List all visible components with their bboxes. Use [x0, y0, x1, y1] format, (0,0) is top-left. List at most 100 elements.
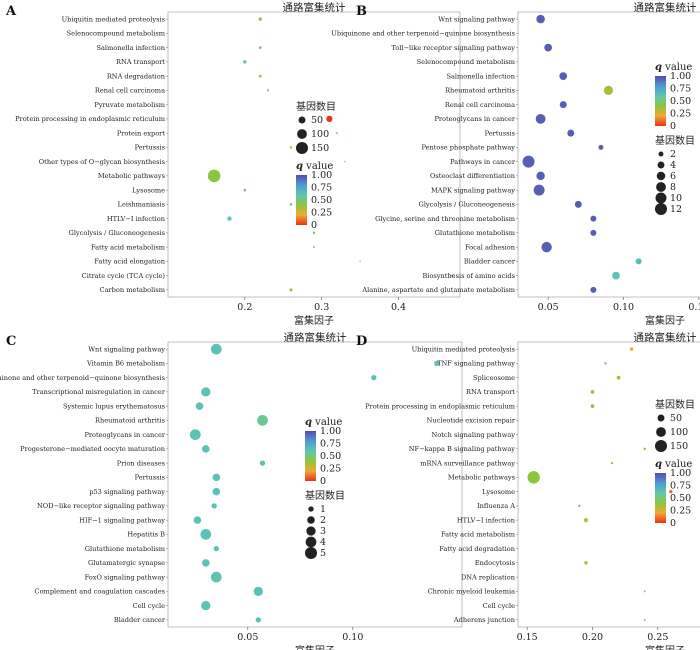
data-point — [574, 200, 582, 208]
color-legend-label: 0.50 — [670, 96, 691, 107]
data-point — [243, 188, 247, 192]
category-label: p53 signaling pathway — [89, 488, 165, 496]
panel-d: D 通路富集统计 Ubiquitin mediated proteolysis TNF… — [356, 331, 700, 650]
size-legend-label: 6 — [670, 171, 676, 182]
data-point — [253, 586, 263, 597]
category-label: Notch signaling pathway — [432, 431, 516, 439]
category-label: Protein processing in endoplasmic reticu… — [15, 115, 166, 123]
size-legend-label: 5 — [320, 548, 326, 559]
data-point — [603, 85, 614, 95]
data-point — [533, 184, 545, 196]
data-point — [567, 129, 575, 137]
size-legend-label: 100 — [670, 427, 688, 438]
color-legend-title: q value — [305, 417, 342, 428]
x-tick-label: 0.25 — [647, 632, 668, 643]
x-axis-label: 富集因子 — [645, 644, 685, 650]
size-legend-title: 基因数目 — [655, 398, 695, 411]
data-point — [266, 89, 269, 92]
category-label: Glycolysis / Gluconeogenesis — [69, 229, 166, 237]
color-legend-title: q value — [655, 459, 692, 470]
category-label: Vitamin B6 metabolism — [86, 360, 166, 368]
size-legend-label: 8 — [670, 182, 676, 193]
category-label: Bladder cancer — [114, 616, 166, 624]
category-label: HIF−1 signaling pathway — [79, 516, 165, 524]
data-point — [598, 144, 604, 150]
data-point — [643, 618, 646, 621]
data-point — [189, 429, 201, 440]
size-legend-dot — [306, 526, 316, 536]
size-legend-label: 2 — [670, 149, 676, 160]
category-label: Pertussis — [135, 474, 166, 482]
category-label: Metabolic pathways — [98, 172, 166, 180]
category-label: Pentose phosphate pathway — [421, 144, 515, 152]
plot-border — [517, 341, 700, 628]
data-point — [195, 402, 204, 410]
category-label: Complement and coagulation cascades — [35, 588, 166, 596]
data-point — [604, 362, 607, 365]
data-point — [210, 571, 222, 583]
data-point — [312, 103, 316, 106]
panel-c: C 通路富集统计 Wnt signaling pathway Vitamin B6 m… — [0, 331, 463, 650]
data-point — [313, 246, 315, 249]
color-legend-label: 0.75 — [670, 84, 691, 95]
category-label: Ubiquitin mediated proteolysis — [62, 15, 166, 23]
size-legend-dot — [656, 171, 666, 181]
data-point — [202, 445, 210, 453]
plot-border — [167, 341, 463, 628]
size-legend-dot — [658, 151, 664, 157]
category-label: Renal cell carcinoma — [445, 101, 515, 109]
category-label: MAPK signaling pathway — [431, 186, 515, 194]
color-legend-bar — [655, 76, 666, 126]
data-point — [211, 503, 217, 509]
data-point — [326, 115, 333, 122]
category-label: DNA replication — [461, 573, 516, 581]
color-legend-title: q value — [655, 62, 692, 73]
data-point — [643, 447, 646, 451]
category-label: Pyruvate metabolism — [94, 101, 165, 109]
data-point — [258, 17, 262, 21]
category-label: Selenocompound metabolism — [67, 30, 166, 38]
data-point — [669, 489, 673, 494]
category-label: Carbon metabolism — [100, 286, 166, 294]
data-point — [527, 471, 540, 484]
data-point — [257, 415, 268, 426]
x-tick-label: 0.05 — [237, 632, 258, 643]
category-label: Proteoglycans in cancer — [434, 115, 515, 123]
color-legend-label: 1.00 — [320, 426, 341, 437]
data-point — [629, 347, 634, 351]
data-point — [635, 258, 642, 265]
color-legend-label: 0.25 — [320, 464, 341, 475]
category-label: Pertussis — [485, 129, 516, 137]
category-label: Influenza A — [477, 502, 515, 510]
category-label: RNA degradation — [107, 72, 166, 80]
x-axis-label: 富集因子 — [295, 644, 335, 650]
category-label: Glutathione metabolism — [435, 229, 516, 237]
panel-letter: B — [356, 4, 367, 19]
category-label: Biosynthesis of amino acids — [423, 272, 516, 280]
category-label: Cell cycle — [483, 602, 515, 610]
category-label: NF−kappa B signaling pathway — [409, 445, 516, 453]
data-point — [522, 155, 535, 168]
size-legend-label: 3 — [320, 526, 326, 537]
data-point — [536, 171, 545, 181]
size-legend-dot — [305, 536, 317, 548]
size-legend-dot — [657, 161, 665, 169]
category-label: Fatty acid metabolism — [441, 531, 516, 539]
x-tick-label: 0.10 — [613, 302, 634, 313]
chart-title: 通路富集统计 — [284, 331, 347, 344]
panel-letter: C — [6, 334, 16, 349]
category-label: Lysosome — [132, 186, 165, 194]
color-legend-label: 0.25 — [311, 208, 332, 219]
panel-letter: D — [356, 334, 367, 349]
x-tick-label: 0.15 — [688, 302, 700, 313]
category-label: Rheumatoid arthritis — [95, 417, 166, 425]
data-point — [289, 203, 293, 206]
data-point — [212, 473, 221, 482]
category-label: Protein processing in endoplasmic reticu… — [365, 402, 516, 410]
category-label: Salmonella infection — [446, 72, 515, 80]
category-label: Ubiquitin mediated proteolysis — [412, 345, 516, 353]
category-label: Proteoglycans in cancer — [84, 431, 165, 439]
color-legend-label: 0.25 — [670, 506, 691, 517]
category-label: Citrate cycle (TCA cycle) — [82, 272, 166, 280]
